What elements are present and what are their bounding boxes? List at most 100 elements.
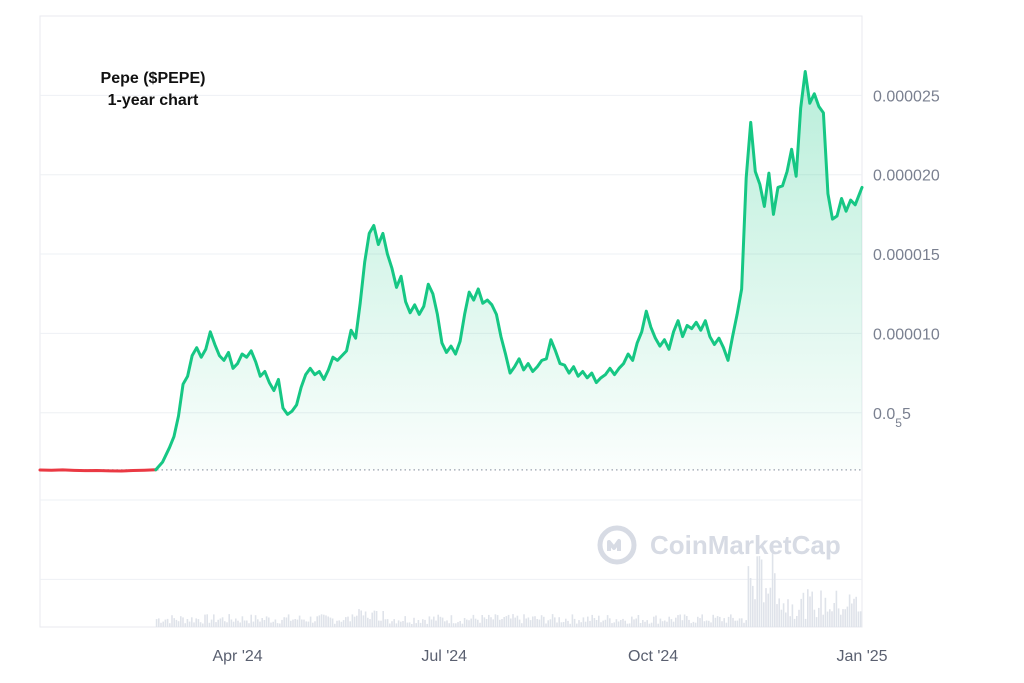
volume-bar bbox=[670, 619, 673, 627]
volume-bar bbox=[503, 617, 505, 627]
volume-bar bbox=[210, 619, 213, 627]
volume-bar bbox=[672, 621, 675, 627]
volume-bar bbox=[708, 620, 710, 627]
volume-bar bbox=[617, 621, 620, 627]
volume-bar bbox=[712, 614, 714, 627]
volume-bar bbox=[415, 623, 417, 627]
volume-bar bbox=[430, 619, 433, 627]
volume-bar bbox=[778, 598, 780, 627]
volume-bar bbox=[545, 623, 547, 627]
volume-bar bbox=[400, 621, 402, 627]
y-axis-labels: 0.000025 0.000020 0.000015 0.000010 0.055 bbox=[873, 88, 940, 429]
volume-bar bbox=[494, 614, 497, 627]
volume-bar bbox=[516, 615, 519, 627]
volume-bar bbox=[301, 619, 303, 627]
volume-bar bbox=[375, 611, 378, 627]
volume-bar bbox=[600, 622, 602, 627]
volume-bar bbox=[485, 619, 488, 627]
volume-bar bbox=[347, 616, 349, 627]
volume-bar bbox=[666, 621, 668, 627]
volume-bar bbox=[824, 597, 827, 627]
volume-bar bbox=[213, 614, 215, 627]
volume-bar bbox=[754, 599, 756, 627]
volume-bar bbox=[206, 614, 208, 627]
volume-bar bbox=[705, 620, 708, 627]
volume-bar bbox=[384, 619, 387, 627]
volume-bar bbox=[857, 611, 860, 627]
volume-bar bbox=[276, 623, 279, 627]
volume-bar bbox=[521, 623, 523, 627]
volume-bar bbox=[631, 616, 633, 627]
volume-bar bbox=[362, 615, 365, 627]
volume-bar bbox=[202, 623, 204, 627]
volume-bars bbox=[155, 553, 862, 627]
volume-bar bbox=[235, 618, 237, 627]
volume-bar bbox=[732, 617, 734, 627]
volume-bar bbox=[785, 612, 787, 627]
volume-bar bbox=[835, 590, 838, 627]
volume-bar bbox=[186, 619, 189, 627]
y-tick-label: 0.000025 bbox=[873, 88, 940, 105]
volume-bar bbox=[197, 619, 200, 627]
volume-bar bbox=[661, 621, 664, 627]
volume-bar bbox=[382, 611, 384, 627]
volume-bar bbox=[353, 616, 356, 627]
volume-bar bbox=[483, 617, 486, 627]
volume-bar bbox=[613, 622, 615, 627]
volume-bar bbox=[281, 619, 283, 627]
volume-bar bbox=[624, 620, 626, 627]
volume-bar bbox=[510, 618, 512, 627]
volume-bar bbox=[697, 616, 699, 627]
volume-bar bbox=[584, 621, 587, 627]
volume-bar bbox=[518, 619, 521, 627]
volume-bar bbox=[567, 620, 569, 627]
volume-bar bbox=[468, 620, 470, 627]
volume-bar bbox=[342, 620, 345, 627]
volume-bar bbox=[690, 623, 692, 627]
volume-bar bbox=[716, 616, 719, 627]
volume-bar bbox=[730, 614, 732, 627]
volume-bar bbox=[472, 614, 475, 627]
volume-bar bbox=[765, 588, 767, 627]
volume-bar bbox=[358, 609, 360, 627]
volume-bar bbox=[747, 566, 750, 627]
volume-bar bbox=[307, 621, 310, 627]
volume-bar bbox=[237, 620, 239, 627]
volume-bar bbox=[199, 622, 202, 627]
volume-bar bbox=[604, 619, 607, 627]
volume-bar bbox=[536, 619, 538, 627]
volume-bar bbox=[760, 559, 763, 627]
volume-bar bbox=[842, 609, 844, 627]
volume-bar bbox=[635, 618, 637, 627]
price-lines bbox=[38, 70, 864, 473]
volume-bar bbox=[710, 622, 712, 627]
chart-title-line-1: Pepe ($PEPE) bbox=[101, 70, 206, 87]
watermark: CoinMarketCap bbox=[597, 525, 841, 565]
volume-bar bbox=[675, 617, 677, 627]
volume-bar bbox=[239, 622, 241, 627]
volume-bar bbox=[408, 622, 411, 627]
volume-bar bbox=[380, 620, 382, 627]
volume-bar bbox=[224, 621, 226, 627]
volume-bar bbox=[422, 619, 424, 627]
volume-bar bbox=[268, 617, 270, 627]
y-tick-label: 0.055 bbox=[873, 406, 911, 430]
volume-bar bbox=[193, 622, 195, 627]
volume-bar bbox=[336, 620, 338, 627]
volume-bar bbox=[448, 623, 450, 627]
volume-bar bbox=[837, 608, 840, 627]
volume-bar bbox=[626, 623, 629, 627]
volume-bar bbox=[809, 596, 811, 627]
volume-bar bbox=[743, 622, 745, 627]
volume-bar bbox=[270, 622, 272, 627]
volume-bar bbox=[188, 621, 191, 627]
volume-bar bbox=[851, 603, 853, 627]
volume-bar bbox=[455, 623, 457, 627]
volume-bar bbox=[191, 617, 193, 627]
volume-bar bbox=[804, 618, 807, 627]
volume-bar bbox=[527, 617, 530, 627]
volume-bar bbox=[793, 618, 796, 627]
volume-bar bbox=[813, 609, 816, 627]
volume-bar bbox=[727, 616, 730, 627]
